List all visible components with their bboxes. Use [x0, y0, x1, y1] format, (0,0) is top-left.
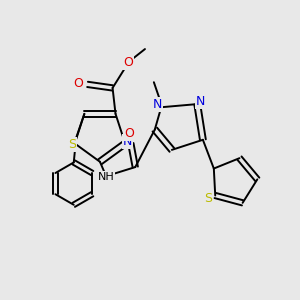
- Text: O: O: [73, 77, 83, 90]
- Text: N: N: [153, 98, 162, 111]
- Text: S: S: [204, 192, 212, 205]
- Text: S: S: [68, 138, 76, 152]
- Text: O: O: [123, 56, 133, 69]
- Text: N: N: [123, 136, 132, 148]
- Text: NH: NH: [98, 172, 114, 182]
- Text: N: N: [196, 95, 206, 108]
- Text: O: O: [124, 127, 134, 140]
